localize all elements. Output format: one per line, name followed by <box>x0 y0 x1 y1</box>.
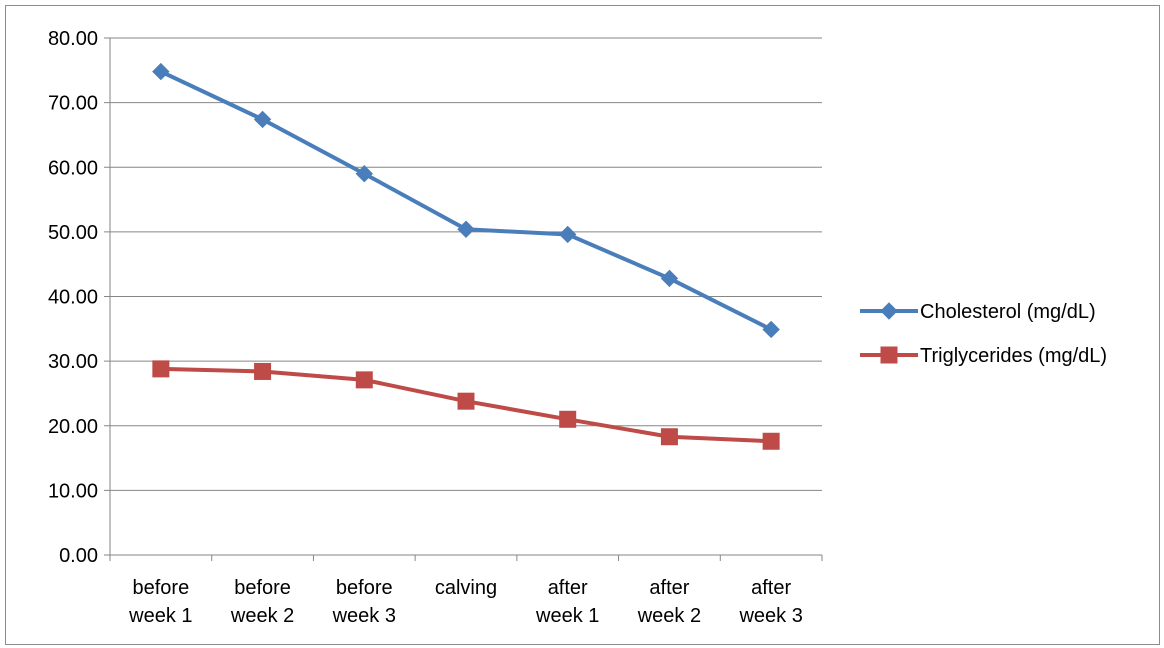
series-lines <box>152 62 780 450</box>
data-point <box>254 362 272 380</box>
x-tick-label: before week 1 <box>128 577 192 627</box>
data-point <box>457 392 475 410</box>
legend: Cholesterol (mg/dL) Triglycerides (mg/dL) <box>860 301 1107 367</box>
x-tick-label: before week 3 <box>332 577 396 627</box>
diamond-marker-icon <box>880 302 898 320</box>
tick-labels: 0.00 10.00 20.00 30.00 40.00 50.00 60.00 70.00 8… <box>48 28 803 627</box>
y-tick-label: 10.00 <box>48 480 98 502</box>
x-tick-label: calving <box>435 577 497 599</box>
x-tick-label: before week 2 <box>230 577 294 627</box>
data-point <box>152 360 170 378</box>
axes <box>104 37 823 561</box>
data-point <box>152 62 170 81</box>
data-point <box>762 320 780 339</box>
data-point <box>457 220 475 238</box>
y-tick-label: 40.00 <box>48 287 98 309</box>
y-tick-label: 50.00 <box>48 222 98 244</box>
y-tick-label: 0.00 <box>59 545 98 567</box>
y-tick-label: 70.00 <box>48 93 98 115</box>
square-marker-icon <box>880 346 898 364</box>
legend-label: Cholesterol (mg/dL) <box>920 301 1096 323</box>
legend-label: Triglycerides (mg/dL) <box>920 345 1107 367</box>
data-point <box>559 225 577 244</box>
series-triglycerides <box>152 360 780 450</box>
data-point <box>559 410 577 428</box>
legend-item: Triglycerides (mg/dL) <box>860 345 1107 367</box>
data-point <box>355 371 373 389</box>
data-point <box>355 165 373 183</box>
y-tick-label: 30.00 <box>48 351 98 373</box>
chart-area <box>5 5 1160 645</box>
gridlines <box>110 37 822 491</box>
x-tick-label: after week 3 <box>738 577 802 627</box>
legend-item: Cholesterol (mg/dL) <box>860 301 1096 323</box>
x-tick-label: after week 1 <box>535 577 599 627</box>
data-point <box>253 110 272 129</box>
data-point <box>660 428 678 446</box>
series-line <box>158 69 774 332</box>
y-tick-label: 60.00 <box>48 157 98 179</box>
series-cholesterol <box>152 62 780 339</box>
data-point <box>660 269 679 288</box>
x-tick-label: after week 2 <box>637 577 701 627</box>
data-point <box>762 432 780 450</box>
y-tick-label: 20.00 <box>48 416 98 438</box>
y-tick-label: 80.00 <box>48 28 98 50</box>
